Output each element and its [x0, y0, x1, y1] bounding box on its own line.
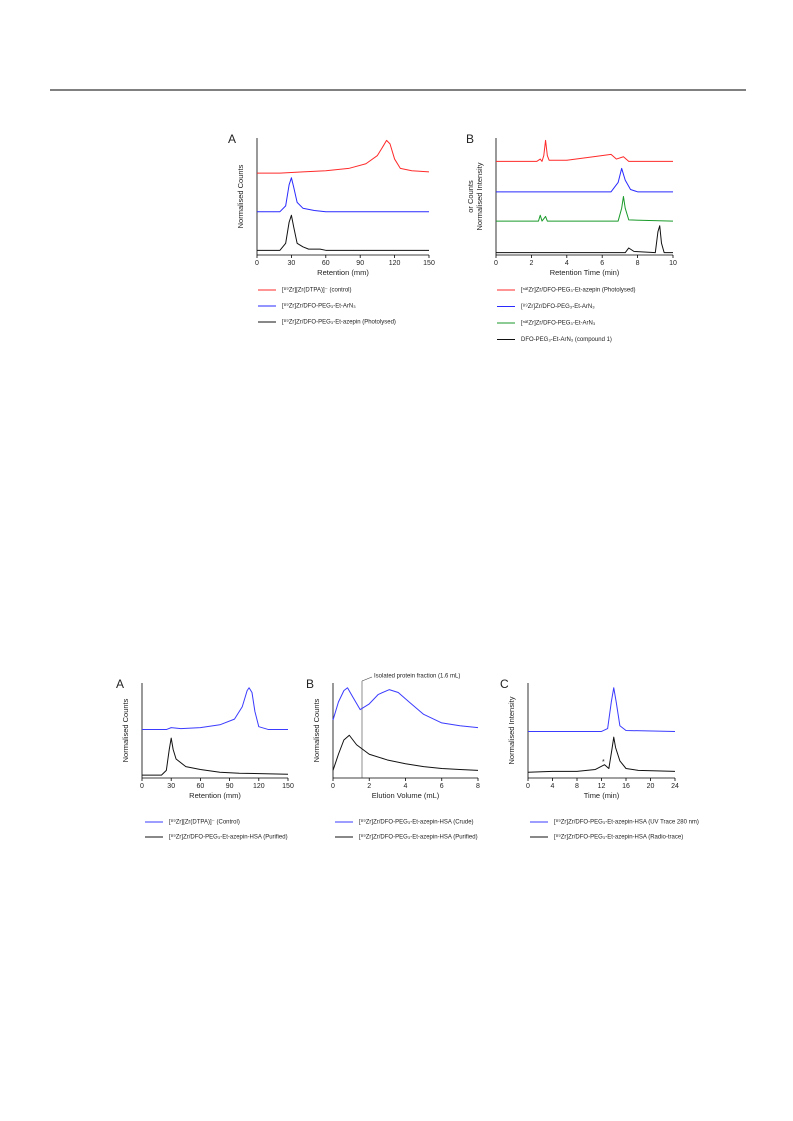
legend-entry: [⁸⁹Zr]Zr/DFO-PEG₃-Et-ArN₃ — [282, 303, 356, 310]
series-line — [257, 177, 429, 213]
series-line — [332, 734, 479, 771]
x-tick-label: 6 — [600, 260, 604, 267]
x-tick-label: 150 — [423, 260, 435, 267]
legend-entry: [⁸⁹Zr]Zr/DFO-PEG₃-Et-azepin-HSA (Crude) — [359, 819, 474, 826]
panel-letter: B — [306, 677, 314, 691]
annotation-text: Isolated protein fraction (1.6 mL) — [374, 674, 460, 680]
y-axis-label: Normalised Counts — [236, 164, 245, 228]
y-axis-label: Normalised Counts — [121, 698, 130, 762]
x-tick-label: 8 — [636, 260, 640, 267]
series-line — [142, 737, 289, 776]
peak-marker: * — [602, 759, 605, 766]
x-tick-label: 0 — [255, 260, 259, 267]
x-tick-label: 30 — [167, 783, 175, 790]
series-line — [528, 687, 676, 732]
x-tick-label: 2 — [367, 783, 371, 790]
x-tick-label: 6 — [440, 783, 444, 790]
x-tick-label: 90 — [356, 260, 364, 267]
x-tick-label: 4 — [404, 783, 408, 790]
legend-entry: [ⁿᵃᵗZr]Zr/DFO-PEG₃-Et-azepin (Photolysed… — [521, 287, 636, 294]
series-line — [142, 687, 288, 731]
legend-entry: [⁸⁹Zr]Zr/DFO-PEG₃-Et-azepin (Photolysed) — [282, 319, 396, 326]
annotation-leader — [361, 676, 373, 682]
legend-entry: [⁸⁹Zr]Zr/DFO-PEG₃-Et-azepin-HSA (Radio-t… — [554, 834, 683, 841]
x-axis-label: Retention (mm) — [189, 791, 241, 800]
x-tick-label: 150 — [282, 783, 294, 790]
legend-entry: [⁸⁹Zr]Zr/DFO-PEG₃-Et-ArN₃ — [521, 303, 595, 310]
x-tick-label: 24 — [671, 783, 679, 790]
x-tick-label: 10 — [669, 260, 677, 267]
legend-entry: [⁸⁹Zr]Zr/DFO-PEG₃-Et-azepin-HSA (UV Trac… — [554, 819, 699, 826]
x-tick-label: 0 — [331, 783, 335, 790]
x-tick-label: 30 — [288, 260, 296, 267]
y-axis-label: or Counts — [466, 180, 475, 213]
legend-entry: DFO-PEG₃-Et-ArN₃ (compound 1) — [521, 337, 612, 343]
x-tick-label: 4 — [551, 783, 555, 790]
panel-letter: C — [500, 677, 509, 691]
y-axis-label: Normalised Intensity — [475, 162, 484, 230]
series-line — [496, 167, 673, 193]
panel-letter: A — [116, 677, 124, 691]
x-tick-label: 90 — [226, 783, 234, 790]
legend-entry: [⁸⁹Zr]Zr/DFO-PEG₃-Et-azepin-HSA (Purifie… — [169, 834, 288, 841]
x-tick-label: 0 — [526, 783, 530, 790]
x-tick-label: 16 — [622, 783, 630, 790]
x-tick-label: 20 — [647, 783, 655, 790]
series-line — [496, 196, 674, 222]
series-line — [496, 225, 673, 254]
x-axis-label: Retention Time (min) — [550, 268, 620, 277]
x-tick-label: 0 — [494, 260, 498, 267]
x-axis-label: Time (min) — [584, 791, 620, 800]
x-axis-label: Retention (mm) — [317, 268, 369, 277]
x-tick-label: 12 — [598, 783, 606, 790]
series-line — [257, 214, 429, 251]
y-axis-label: Normalised Counts — [312, 698, 321, 762]
panel-letter: A — [228, 132, 236, 146]
x-tick-label: 0 — [140, 783, 144, 790]
panel-letter: B — [466, 132, 474, 146]
y-axis-label: Normalised Intensity — [507, 696, 516, 764]
x-tick-label: 8 — [476, 783, 480, 790]
series-line — [496, 139, 673, 162]
x-tick-label: 4 — [565, 260, 569, 267]
legend-entry: [⁸⁹Zr]Zr/DFO-PEG₃-Et-azepin-HSA (Purifie… — [359, 834, 478, 841]
x-tick-label: 8 — [575, 783, 579, 790]
legend-entry: [ⁿᵃᵗZr]Zr/DFO-PEG₃-Et-ArN₃ — [521, 320, 596, 327]
x-tick-label: 120 — [253, 783, 265, 790]
series-line — [527, 736, 676, 773]
x-tick-label: 120 — [389, 260, 401, 267]
series-line — [257, 139, 430, 174]
x-tick-label: 2 — [529, 260, 533, 267]
legend-entry: [⁸⁹Zr][Zr(DTPA)]⁻ (Control) — [169, 819, 240, 826]
series-line — [332, 687, 479, 729]
legend-entry: [⁸⁹Zr][Zr(DTPA)]⁻ (control) — [282, 287, 352, 294]
x-tick-label: 60 — [197, 783, 205, 790]
x-axis-label: Elution Volume (mL) — [372, 791, 440, 800]
x-tick-label: 60 — [322, 260, 330, 267]
